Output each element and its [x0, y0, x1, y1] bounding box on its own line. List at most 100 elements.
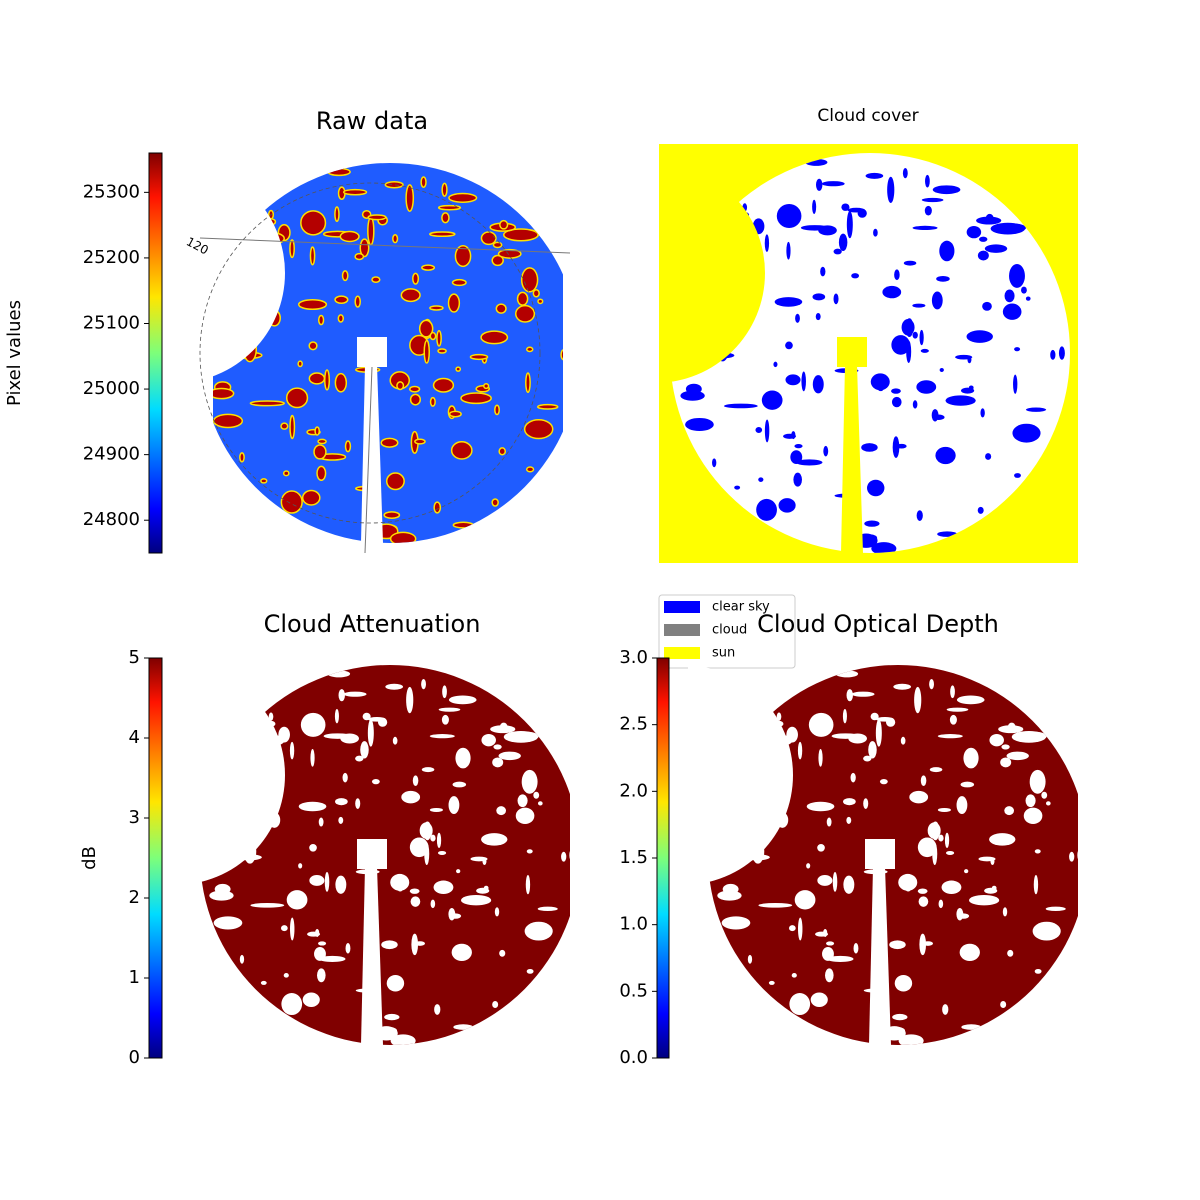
cloud — [893, 683, 912, 690]
cloud — [755, 427, 763, 434]
cloud — [912, 400, 918, 409]
cloud — [902, 167, 908, 179]
cloud — [985, 213, 994, 223]
cloud — [298, 801, 327, 812]
cloud — [298, 863, 303, 869]
cloud — [1021, 286, 1027, 294]
cloud — [712, 458, 717, 468]
cloud — [515, 807, 535, 824]
cloud — [1011, 730, 1047, 743]
sky-disk — [213, 163, 563, 543]
cloud — [892, 1013, 908, 1021]
cloud — [355, 755, 364, 762]
cloud — [841, 203, 850, 211]
cloud — [380, 437, 399, 448]
cloud — [309, 246, 316, 266]
sun-arm — [841, 365, 863, 553]
cloud — [433, 880, 454, 895]
cloud — [400, 288, 421, 303]
cloud — [516, 291, 529, 306]
cloud — [441, 714, 449, 725]
cloud — [863, 755, 872, 762]
cloud — [335, 798, 348, 806]
cloud — [1012, 423, 1041, 443]
cloud — [250, 902, 285, 908]
colorbar-tick-label: 1 — [129, 967, 140, 988]
cloud — [452, 521, 474, 529]
cloud — [906, 340, 912, 363]
cloud — [941, 880, 962, 895]
cloud — [525, 372, 531, 394]
cloud — [526, 346, 534, 353]
cloud — [801, 371, 806, 392]
cloud — [499, 219, 509, 230]
cloud — [850, 772, 856, 783]
cloud — [497, 248, 522, 259]
cloud — [437, 850, 447, 855]
cloud — [561, 851, 567, 862]
cloud — [865, 172, 884, 179]
cloud — [282, 470, 290, 477]
colorbar — [148, 152, 163, 554]
cloud — [318, 941, 327, 946]
panel-title: Raw data — [316, 107, 428, 135]
cloud — [453, 1024, 474, 1030]
colorbar-tick-label: 5 — [129, 647, 140, 668]
cloud — [924, 205, 932, 216]
cloud — [938, 834, 944, 842]
cloud — [536, 403, 559, 410]
sky-image — [659, 144, 1078, 563]
sky-image — [688, 665, 1078, 1045]
cloud — [806, 863, 811, 869]
cloud — [917, 888, 928, 894]
cloud — [455, 747, 471, 769]
cloud — [289, 741, 295, 760]
cloud — [423, 339, 430, 364]
cloud — [514, 304, 536, 323]
clouds — [213, 167, 563, 543]
cloud — [526, 968, 534, 974]
cloud — [853, 942, 859, 954]
cloud — [421, 678, 426, 690]
cloud — [334, 206, 340, 223]
cloud — [842, 709, 847, 724]
cloud — [308, 372, 326, 385]
cloud — [502, 228, 539, 242]
legend: clear sky cloud sun — [658, 594, 796, 669]
panel: Cloud Attenuation 0 1 2 3 4 5 dB — [79, 610, 570, 1068]
cloud — [956, 796, 968, 814]
cloud — [833, 248, 842, 255]
cloud — [685, 417, 714, 432]
cloud — [916, 380, 937, 394]
colorbar-tick-label: 0.0 — [619, 1047, 648, 1068]
cloud — [960, 781, 975, 788]
cloud — [1001, 744, 1010, 750]
cloud — [796, 459, 823, 466]
legend-swatch — [664, 601, 700, 613]
cloud — [285, 387, 309, 409]
cloud — [835, 670, 859, 678]
cloud — [851, 273, 860, 279]
cloud — [483, 885, 489, 891]
cloud — [916, 510, 923, 522]
cloud — [456, 869, 461, 874]
cloud — [318, 817, 324, 827]
cloud — [437, 348, 447, 354]
cloud — [268, 712, 274, 721]
cloud — [1025, 794, 1036, 808]
cloud — [448, 410, 462, 418]
cloud — [847, 207, 866, 213]
cloud — [929, 767, 943, 773]
cloud — [1041, 791, 1048, 799]
cloud — [300, 712, 326, 737]
cloud — [429, 396, 436, 407]
cloud — [520, 267, 539, 293]
cloud — [935, 446, 956, 465]
sun-arm — [361, 867, 383, 1045]
cloud — [812, 293, 826, 301]
colorbar-tick-label: 2 — [129, 887, 140, 908]
cloud — [1026, 407, 1047, 412]
cloud — [327, 670, 351, 678]
cloud — [797, 741, 803, 760]
cloud — [791, 431, 796, 440]
